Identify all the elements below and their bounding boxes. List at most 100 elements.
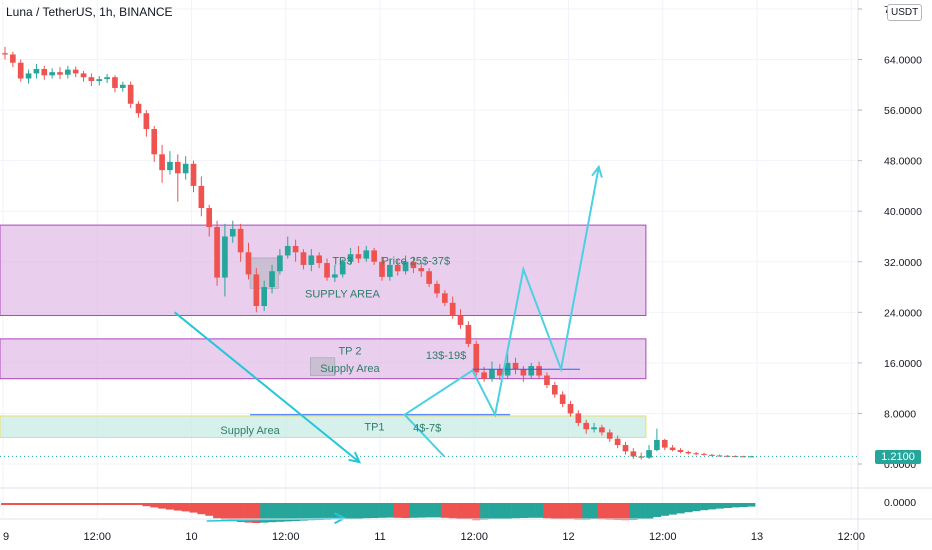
- candle: [182, 156, 189, 180]
- candle-body: [363, 250, 370, 259]
- oscillator-bar: [590, 503, 599, 520]
- candle-body: [559, 394, 566, 404]
- oscillator-bar: [700, 503, 709, 511]
- x-tick-label: 12:00: [837, 531, 865, 543]
- candle: [599, 424, 605, 436]
- candle: [72, 66, 79, 78]
- candle: [551, 381, 558, 398]
- candle: [324, 258, 330, 281]
- x-tick-label: 9: [3, 531, 9, 543]
- candle: [677, 448, 684, 454]
- oscillator-bar: [448, 503, 457, 519]
- oscillator-bar: [511, 503, 520, 519]
- oscillator-bar: [684, 503, 693, 513]
- y-tick-label: 24.0000: [884, 307, 922, 319]
- y-tick-label: 32.0000: [884, 257, 922, 269]
- candle-body: [434, 283, 440, 294]
- candle: [143, 110, 150, 137]
- candle-body: [449, 302, 456, 316]
- candle: [49, 68, 55, 79]
- candle-body: [402, 261, 409, 272]
- candle-body: [599, 427, 605, 433]
- candle: [559, 391, 566, 408]
- candle-body: [300, 252, 307, 265]
- x-tick-label: 12:00: [649, 531, 677, 543]
- candle-body: [245, 252, 252, 275]
- candles: [2, 46, 754, 460]
- candle-body: [418, 268, 425, 272]
- upper-supply-zone: [0, 224, 647, 316]
- oscillator-bar: [354, 503, 363, 519]
- trend-arrowhead: [348, 451, 362, 464]
- candle-body: [167, 161, 173, 171]
- candle: [575, 410, 582, 427]
- currency-button[interactable]: USDT: [887, 4, 923, 21]
- candle-body: [277, 255, 283, 272]
- y-tick-label: 16.0000: [884, 358, 922, 370]
- oscillator-bar: [40, 503, 49, 505]
- oscillator-bar: [433, 503, 442, 518]
- candle: [174, 154, 181, 202]
- candle-body: [80, 73, 87, 78]
- candle-body: [119, 84, 126, 88]
- candle: [748, 455, 754, 458]
- candle-body: [528, 366, 535, 376]
- candle-body: [638, 456, 645, 458]
- candle-body: [174, 161, 181, 174]
- oscillator-bar: [660, 503, 669, 516]
- oscillator-bar: [111, 503, 120, 505]
- candle-body: [206, 208, 213, 227]
- candle-body: [151, 129, 158, 155]
- oscillator-bar: [71, 503, 80, 505]
- candle: [119, 81, 126, 92]
- candle-body: [253, 274, 260, 306]
- candle: [701, 452, 707, 456]
- candle-body: [214, 227, 220, 278]
- candle-body: [339, 261, 346, 275]
- candle: [583, 419, 590, 434]
- oscillator-bar: [692, 503, 701, 512]
- candle-body: [544, 375, 550, 385]
- candle-body: [292, 245, 299, 253]
- candle-body: [473, 343, 480, 373]
- candle-body: [693, 453, 699, 455]
- candle: [434, 280, 440, 298]
- oscillator-bar: [95, 503, 104, 505]
- candle: [88, 73, 95, 87]
- candle: [339, 258, 346, 278]
- candle: [693, 451, 699, 456]
- y-tick-label: 56.0000: [884, 105, 922, 117]
- y-tick-label: 8.0000: [884, 408, 916, 420]
- oscillator-bar: [401, 503, 410, 518]
- x-tick-label: 12: [562, 531, 574, 543]
- candle: [10, 51, 16, 68]
- candle: [245, 242, 252, 280]
- candle: [638, 452, 645, 460]
- oscillator-bar: [252, 503, 261, 523]
- oscillator-bar: [676, 503, 685, 514]
- candle: [418, 263, 425, 277]
- candle: [277, 249, 283, 275]
- oscillator-bar: [464, 503, 473, 520]
- oscillator-bar: [142, 503, 151, 507]
- candle: [253, 268, 260, 313]
- candle: [442, 290, 448, 306]
- oscillator-bar: [550, 503, 560, 519]
- candle: [473, 340, 480, 376]
- oscillator-bar: [652, 503, 662, 517]
- candle: [284, 236, 291, 259]
- annotation-label: 13$-19$: [426, 350, 466, 362]
- oscillator-bar: [79, 503, 88, 505]
- candle: [630, 448, 637, 459]
- trend-arrow-line: [174, 311, 361, 463]
- candle-body: [496, 369, 503, 376]
- oscillator-bar: [87, 503, 96, 505]
- candle-body: [520, 369, 527, 376]
- annotation-label: Price 25$-37$: [382, 256, 451, 268]
- oscillator-bar: [260, 503, 269, 523]
- candle-body: [316, 255, 322, 264]
- gray-box: [310, 357, 336, 376]
- candle-body: [567, 403, 574, 414]
- oscillator-bar: [723, 503, 732, 508]
